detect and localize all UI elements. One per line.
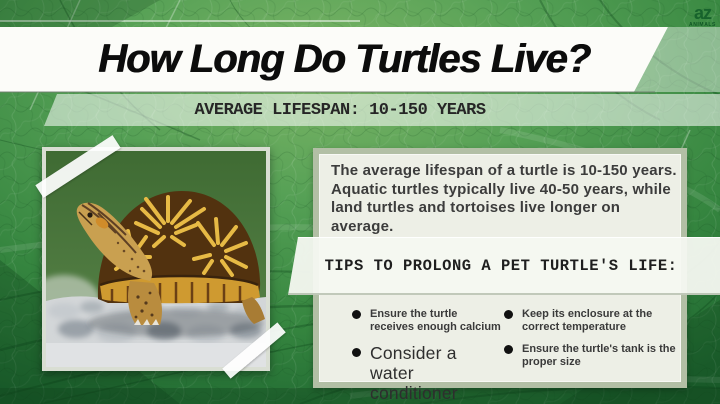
subtitle-strip: AVERAGE LIFESPAN: 10-150 YEARS bbox=[44, 94, 720, 126]
bullet-dot-icon bbox=[352, 348, 361, 357]
tips-list: Ensure the turtle receives enough calciu… bbox=[352, 308, 682, 403]
tips-heading: TIPS TO PROLONG A PET TURTLE'S LIFE: bbox=[324, 257, 678, 275]
tip-text: Ensure the turtle receives enough calciu… bbox=[370, 308, 501, 333]
banner-seam bbox=[0, 91, 655, 93]
lifespan-summary: The average lifespan of a turtle is 10-1… bbox=[331, 162, 683, 236]
turtle-photo-illustration bbox=[28, 151, 266, 367]
tip-text: Keep its enclosure at the correct temper… bbox=[522, 308, 653, 333]
logo-subtext: ANIMALS bbox=[689, 22, 716, 28]
summary-line: Aquatic turtles typically live 40-50 yea… bbox=[331, 180, 671, 198]
bullet-dot-icon bbox=[504, 345, 513, 354]
tip-text: Ensure the turtle's tank is the proper s… bbox=[522, 343, 676, 368]
tips-heading-strip: TIPS TO PROLONG A PET TURTLE'S LIFE: bbox=[288, 237, 720, 295]
tip-text: Consider a water conditioner bbox=[370, 343, 458, 403]
turtle-photo bbox=[28, 147, 270, 371]
az-animals-logo: az ANIMALS bbox=[689, 4, 716, 28]
bullet-dot-icon bbox=[352, 310, 361, 319]
page-title: How Long Do Turtles Live? bbox=[98, 37, 591, 81]
tip-item-calcium: Ensure the turtle receives enough calciu… bbox=[352, 308, 504, 334]
summary-line: The average lifespan of a turtle is 10-1… bbox=[331, 162, 677, 179]
tip-item-enclosure-temperature: Keep its enclosure at the correct temper… bbox=[504, 308, 682, 334]
tip-item-tank-size: Ensure the turtle's tank is the proper s… bbox=[504, 343, 682, 403]
subtitle-text: AVERAGE LIFESPAN: 10-150 YEARS bbox=[194, 100, 486, 120]
summary-line: land turtles and tortoises live longer o… bbox=[331, 199, 621, 235]
bullet-dot-icon bbox=[504, 310, 513, 319]
title-banner: How Long Do Turtles Live? bbox=[0, 27, 668, 92]
logo-text: az bbox=[694, 3, 712, 23]
tip-item-water-conditioner: Consider a water conditioner bbox=[352, 343, 504, 403]
